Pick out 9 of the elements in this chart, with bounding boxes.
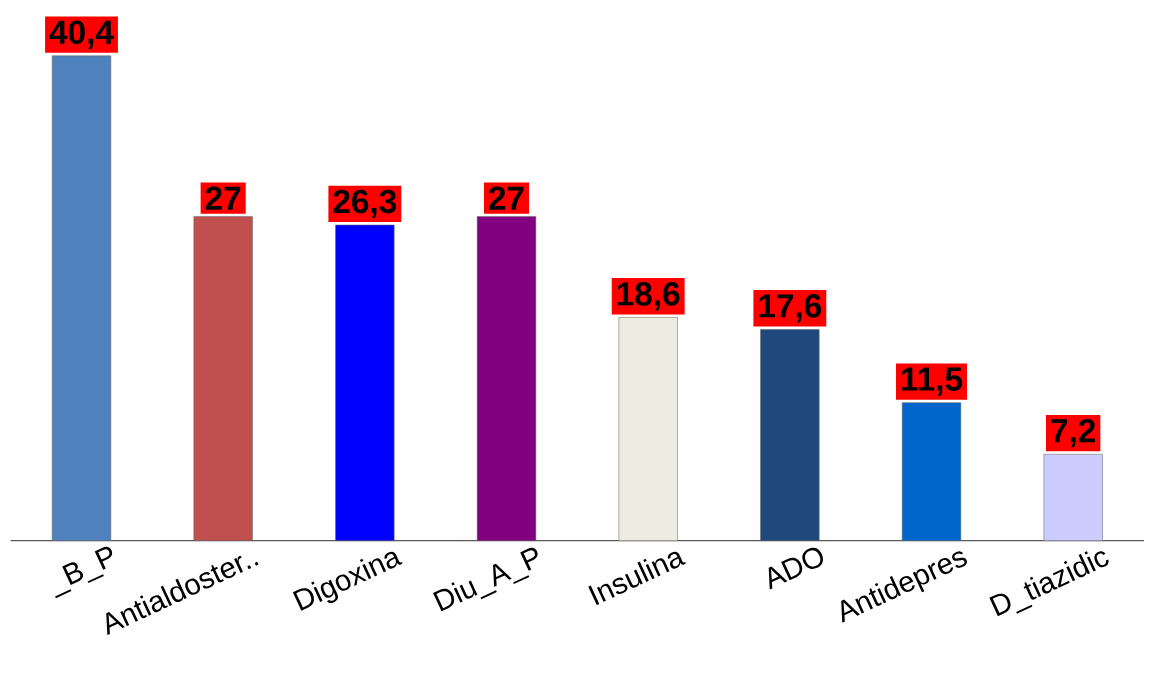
data-label: 27 bbox=[489, 186, 524, 210]
x-tick-label: ADO bbox=[768, 547, 823, 590]
data-label: 18,6 bbox=[617, 282, 680, 311]
data-label: 26,3 bbox=[333, 189, 397, 219]
data-label: 27 bbox=[205, 186, 241, 210]
data-label: 40,4 bbox=[49, 20, 114, 49]
data-label: 11,5 bbox=[902, 367, 963, 396]
data-label: 17,6 bbox=[759, 294, 822, 323]
data-label: 7,2 bbox=[1051, 418, 1096, 448]
